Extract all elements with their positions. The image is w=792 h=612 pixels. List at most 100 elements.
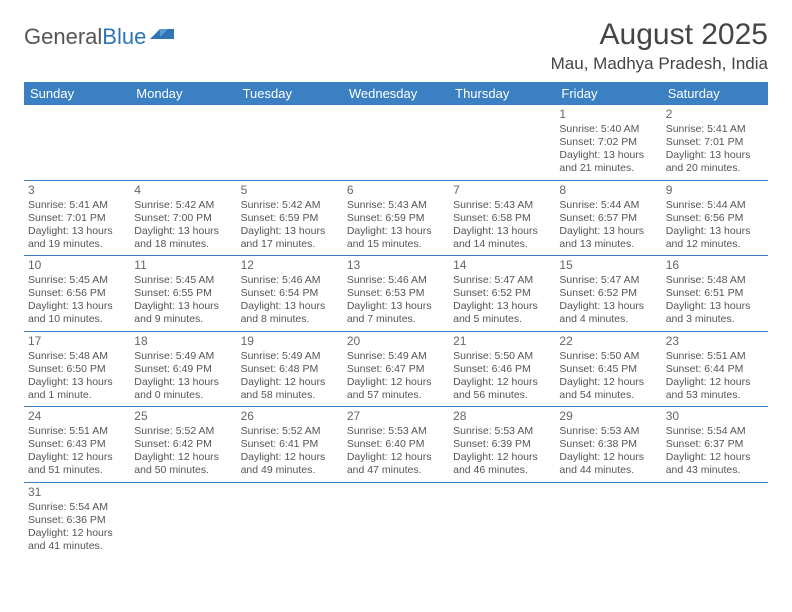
sunset-text: Sunset: 6:58 PM: [453, 212, 551, 225]
day-cell: 30Sunrise: 5:54 AMSunset: 6:37 PMDayligh…: [662, 407, 768, 482]
day-cell: 27Sunrise: 5:53 AMSunset: 6:40 PMDayligh…: [343, 407, 449, 482]
sunset-text: Sunset: 6:54 PM: [241, 287, 339, 300]
day-cell: 14Sunrise: 5:47 AMSunset: 6:52 PMDayligh…: [449, 256, 555, 331]
day-cell: 6Sunrise: 5:43 AMSunset: 6:59 PMDaylight…: [343, 181, 449, 256]
sunrise-text: Sunrise: 5:50 AM: [559, 350, 657, 363]
logo-text: GeneralBlue: [24, 24, 146, 50]
sunrise-text: Sunrise: 5:45 AM: [134, 274, 232, 287]
day-cell: 9Sunrise: 5:44 AMSunset: 6:56 PMDaylight…: [662, 181, 768, 256]
daylight-text: Daylight: 13 hours and 19 minutes.: [28, 225, 126, 251]
daylight-text: Daylight: 13 hours and 3 minutes.: [666, 300, 764, 326]
week-row: 24Sunrise: 5:51 AMSunset: 6:43 PMDayligh…: [24, 407, 768, 483]
logo-general: General: [24, 24, 102, 49]
day-number: 29: [559, 409, 657, 424]
dow-saturday: Saturday: [662, 82, 768, 105]
sunrise-text: Sunrise: 5:49 AM: [134, 350, 232, 363]
sunrise-text: Sunrise: 5:48 AM: [666, 274, 764, 287]
sunset-text: Sunset: 6:40 PM: [347, 438, 445, 451]
sunset-text: Sunset: 6:48 PM: [241, 363, 339, 376]
day-cell: 2Sunrise: 5:41 AMSunset: 7:01 PMDaylight…: [662, 105, 768, 180]
sunset-text: Sunset: 6:59 PM: [347, 212, 445, 225]
day-cell: 7Sunrise: 5:43 AMSunset: 6:58 PMDaylight…: [449, 181, 555, 256]
day-number: 26: [241, 409, 339, 424]
day-number: 10: [28, 258, 126, 273]
daylight-text: Daylight: 13 hours and 20 minutes.: [666, 149, 764, 175]
daylight-text: Daylight: 12 hours and 57 minutes.: [347, 376, 445, 402]
daylight-text: Daylight: 13 hours and 1 minute.: [28, 376, 126, 402]
sunset-text: Sunset: 6:51 PM: [666, 287, 764, 300]
day-number: 24: [28, 409, 126, 424]
day-cell: [237, 483, 343, 558]
sunset-text: Sunset: 6:42 PM: [134, 438, 232, 451]
sunrise-text: Sunrise: 5:42 AM: [134, 199, 232, 212]
day-cell: 25Sunrise: 5:52 AMSunset: 6:42 PMDayligh…: [130, 407, 236, 482]
day-number: 13: [347, 258, 445, 273]
sunrise-text: Sunrise: 5:42 AM: [241, 199, 339, 212]
sunset-text: Sunset: 6:52 PM: [559, 287, 657, 300]
day-cell: 8Sunrise: 5:44 AMSunset: 6:57 PMDaylight…: [555, 181, 661, 256]
daylight-text: Daylight: 13 hours and 7 minutes.: [347, 300, 445, 326]
day-cell: 29Sunrise: 5:53 AMSunset: 6:38 PMDayligh…: [555, 407, 661, 482]
daylight-text: Daylight: 13 hours and 5 minutes.: [453, 300, 551, 326]
logo-blue: Blue: [102, 24, 146, 49]
daylight-text: Daylight: 13 hours and 8 minutes.: [241, 300, 339, 326]
day-number: 3: [28, 183, 126, 198]
day-number: 11: [134, 258, 232, 273]
daylight-text: Daylight: 12 hours and 56 minutes.: [453, 376, 551, 402]
sunset-text: Sunset: 6:47 PM: [347, 363, 445, 376]
daylight-text: Daylight: 12 hours and 54 minutes.: [559, 376, 657, 402]
day-cell: 31Sunrise: 5:54 AMSunset: 6:36 PMDayligh…: [24, 483, 130, 558]
sunrise-text: Sunrise: 5:49 AM: [241, 350, 339, 363]
sunrise-text: Sunrise: 5:45 AM: [28, 274, 126, 287]
sunset-text: Sunset: 6:46 PM: [453, 363, 551, 376]
day-cell: 13Sunrise: 5:46 AMSunset: 6:53 PMDayligh…: [343, 256, 449, 331]
week-row: 31Sunrise: 5:54 AMSunset: 6:36 PMDayligh…: [24, 483, 768, 558]
day-number: 4: [134, 183, 232, 198]
sunset-text: Sunset: 6:38 PM: [559, 438, 657, 451]
sunset-text: Sunset: 6:39 PM: [453, 438, 551, 451]
sunset-text: Sunset: 6:57 PM: [559, 212, 657, 225]
day-cell: [343, 105, 449, 180]
day-cell: [130, 483, 236, 558]
daylight-text: Daylight: 13 hours and 15 minutes.: [347, 225, 445, 251]
day-number: 25: [134, 409, 232, 424]
sunrise-text: Sunrise: 5:54 AM: [666, 425, 764, 438]
day-number: 7: [453, 183, 551, 198]
sunset-text: Sunset: 6:36 PM: [28, 514, 126, 527]
day-number: 12: [241, 258, 339, 273]
day-number: 31: [28, 485, 126, 500]
sunset-text: Sunset: 6:41 PM: [241, 438, 339, 451]
daylight-text: Daylight: 12 hours and 49 minutes.: [241, 451, 339, 477]
daylight-text: Daylight: 12 hours and 41 minutes.: [28, 527, 126, 553]
sunrise-text: Sunrise: 5:52 AM: [241, 425, 339, 438]
day-number: 5: [241, 183, 339, 198]
sunrise-text: Sunrise: 5:44 AM: [666, 199, 764, 212]
day-cell: [555, 483, 661, 558]
sunset-text: Sunset: 7:01 PM: [666, 136, 764, 149]
sunset-text: Sunset: 6:55 PM: [134, 287, 232, 300]
day-cell: 1Sunrise: 5:40 AMSunset: 7:02 PMDaylight…: [555, 105, 661, 180]
dow-row: Sunday Monday Tuesday Wednesday Thursday…: [24, 82, 768, 105]
day-number: 6: [347, 183, 445, 198]
day-cell: [130, 105, 236, 180]
day-number: 23: [666, 334, 764, 349]
weeks-container: 1Sunrise: 5:40 AMSunset: 7:02 PMDaylight…: [24, 105, 768, 557]
sunrise-text: Sunrise: 5:51 AM: [666, 350, 764, 363]
sunrise-text: Sunrise: 5:43 AM: [453, 199, 551, 212]
day-number: 15: [559, 258, 657, 273]
daylight-text: Daylight: 13 hours and 17 minutes.: [241, 225, 339, 251]
dow-monday: Monday: [130, 82, 236, 105]
daylight-text: Daylight: 12 hours and 51 minutes.: [28, 451, 126, 477]
daylight-text: Daylight: 12 hours and 53 minutes.: [666, 376, 764, 402]
daylight-text: Daylight: 12 hours and 44 minutes.: [559, 451, 657, 477]
daylight-text: Daylight: 12 hours and 47 minutes.: [347, 451, 445, 477]
sunrise-text: Sunrise: 5:54 AM: [28, 501, 126, 514]
sunset-text: Sunset: 7:01 PM: [28, 212, 126, 225]
logo-mark-icon: [150, 25, 174, 50]
logo: GeneralBlue: [24, 24, 174, 50]
day-cell: [237, 105, 343, 180]
day-number: 8: [559, 183, 657, 198]
day-number: 14: [453, 258, 551, 273]
sunrise-text: Sunrise: 5:52 AM: [134, 425, 232, 438]
day-cell: 22Sunrise: 5:50 AMSunset: 6:45 PMDayligh…: [555, 332, 661, 407]
